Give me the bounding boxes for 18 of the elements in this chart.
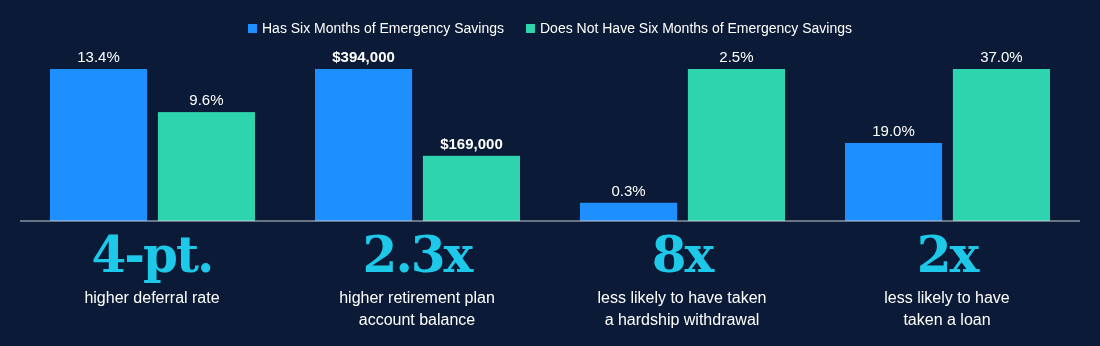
x-axis-title: less likely to have taken a hardship withdrawal — [597, 289, 767, 328]
data-label: 0.3% — [611, 181, 646, 199]
data-label: $169,000 — [440, 134, 503, 152]
text: 4-pt. — [91, 225, 213, 284]
text: 2.3x — [362, 225, 475, 284]
x-axis-title: higher deferral rate — [84, 289, 220, 306]
data-label: 19.0% — [872, 121, 915, 139]
x-axis-title: less likely to have taken a loan — [884, 289, 1010, 328]
text: 2x — [916, 225, 981, 284]
data-label: 2.5% — [719, 48, 754, 65]
legend-label: Does Not Have Six Months of Emergency Savings — [539, 20, 853, 36]
data-label: $394,000 — [332, 48, 395, 65]
data-label: 37.0% — [980, 48, 1023, 65]
legend-label: Has Six Months of Emergency Savings — [261, 20, 504, 36]
data-label: 13.4% — [77, 48, 120, 65]
x-axis-title: higher retirement plan account balance — [339, 289, 495, 328]
text: 8x — [651, 225, 716, 284]
data-label: 9.6% — [189, 91, 224, 109]
